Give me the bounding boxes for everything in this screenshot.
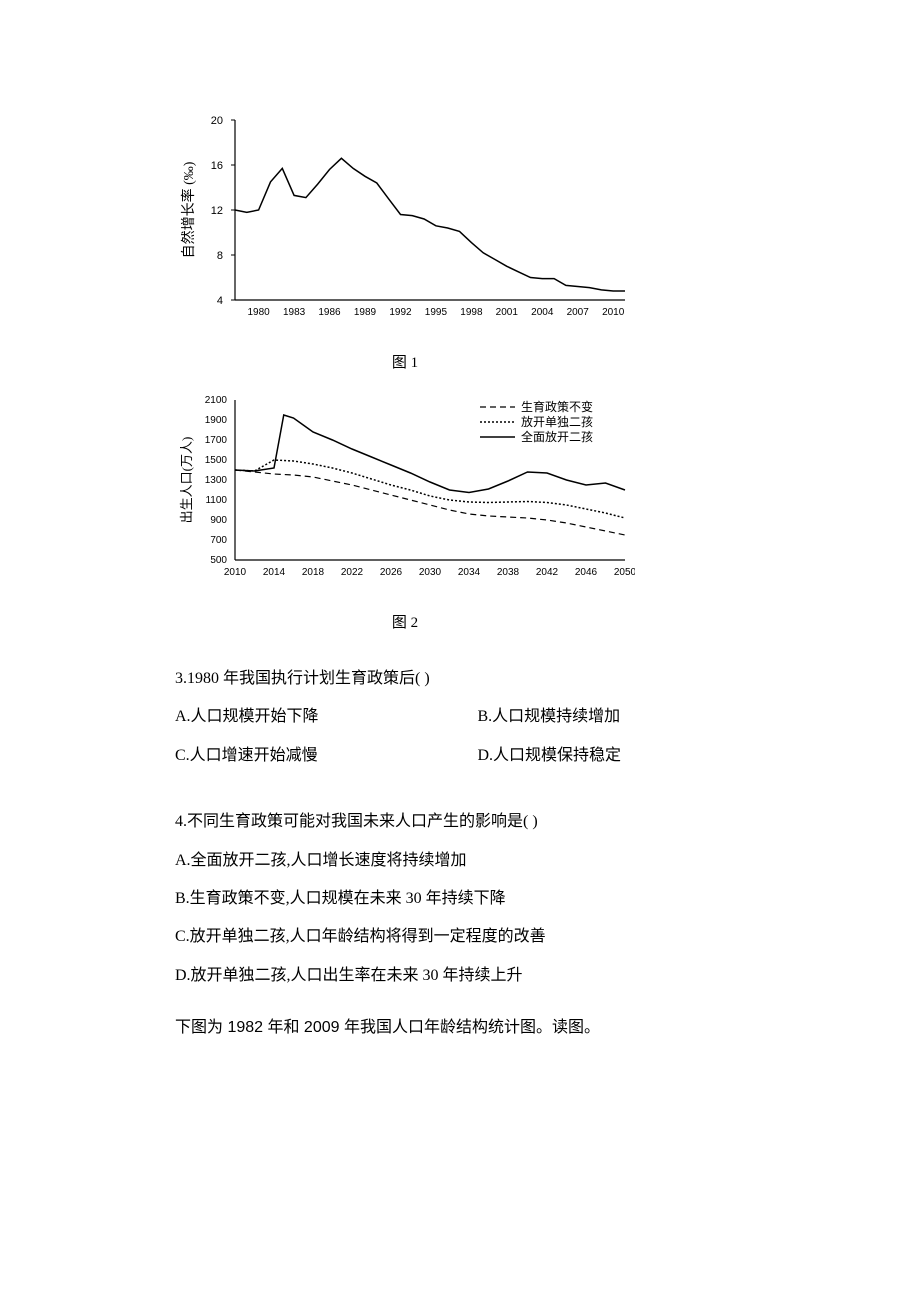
svg-text:1500: 1500 <box>205 455 228 466</box>
q4-option-d: D.放开单独二孩,人口出生率在未来 30 年持续上升 <box>175 957 780 995</box>
next-intro: 下图为 1982 年和 2009 年我国人口年龄结构统计图。读图。 <box>175 1009 780 1047</box>
svg-text:2004: 2004 <box>531 307 554 318</box>
svg-text:出生人口(万人): 出生人口(万人) <box>179 437 194 524</box>
q4-option-b: B.生育政策不变,人口规模在未来 30 年持续下降 <box>175 880 780 918</box>
svg-text:1995: 1995 <box>425 307 448 318</box>
svg-text:4: 4 <box>217 295 223 307</box>
q4-option-c: C.放开单独二孩,人口年龄结构将得到一定程度的改善 <box>175 918 780 956</box>
svg-text:2014: 2014 <box>263 567 286 578</box>
q3-option-c: C.人口增速开始减慢 <box>175 737 478 775</box>
svg-text:放开单独二孩: 放开单独二孩 <box>521 414 593 429</box>
q3-option-a: A.人口规模开始下降 <box>175 698 478 736</box>
svg-text:1989: 1989 <box>354 307 377 318</box>
svg-text:2018: 2018 <box>302 567 325 578</box>
svg-text:12: 12 <box>211 205 223 217</box>
svg-text:700: 700 <box>210 535 227 546</box>
chart2-container: 500 700 900 1100 1300 1500 1700 1900 210… <box>175 390 780 632</box>
question-4: 4.不同生育政策可能对我国未来人口产生的影响是( ) A.全面放开二孩,人口增长… <box>175 803 780 995</box>
svg-text:2010: 2010 <box>224 567 247 578</box>
chart2-caption: 图 2 <box>175 611 635 632</box>
svg-text:2001: 2001 <box>496 307 519 318</box>
q3-option-d: D.人口规模保持稳定 <box>478 737 781 775</box>
svg-text:2050: 2050 <box>614 567 635 578</box>
svg-text:1700: 1700 <box>205 435 228 446</box>
svg-text:生育政策不变: 生育政策不变 <box>521 399 593 414</box>
chart1-container: 4 8 12 16 20 自然增长率 (‰) 1980 1983 1986 19… <box>175 110 780 372</box>
svg-text:2100: 2100 <box>205 395 228 406</box>
svg-text:2022: 2022 <box>341 567 364 578</box>
chart2-svg: 500 700 900 1100 1300 1500 1700 1900 210… <box>175 390 635 600</box>
svg-text:1998: 1998 <box>460 307 483 318</box>
svg-text:20: 20 <box>211 115 223 127</box>
svg-text:500: 500 <box>210 555 227 566</box>
svg-text:2010: 2010 <box>602 307 625 318</box>
chart1-caption: 图 1 <box>175 351 635 372</box>
question-3: 3.1980 年我国执行计划生育政策后( ) A.人口规模开始下降 B.人口规模… <box>175 660 780 775</box>
svg-text:1300: 1300 <box>205 475 228 486</box>
svg-text:全面放开二孩: 全面放开二孩 <box>521 429 593 444</box>
svg-text:8: 8 <box>217 250 223 262</box>
svg-text:2007: 2007 <box>567 307 590 318</box>
svg-text:1100: 1100 <box>205 495 227 506</box>
q4-text: 4.不同生育政策可能对我国未来人口产生的影响是( ) <box>175 803 780 841</box>
svg-text:1980: 1980 <box>247 307 270 318</box>
q4-option-a: A.全面放开二孩,人口增长速度将持续增加 <box>175 842 780 880</box>
svg-text:16: 16 <box>211 160 223 172</box>
svg-text:2038: 2038 <box>497 567 520 578</box>
svg-text:2042: 2042 <box>536 567 559 578</box>
svg-text:2046: 2046 <box>575 567 598 578</box>
svg-text:2034: 2034 <box>458 567 481 578</box>
svg-text:1986: 1986 <box>318 307 341 318</box>
q3-option-b: B.人口规模持续增加 <box>478 698 781 736</box>
svg-text:1992: 1992 <box>389 307 412 318</box>
chart1-svg: 4 8 12 16 20 自然增长率 (‰) 1980 1983 1986 19… <box>175 110 635 340</box>
svg-text:900: 900 <box>210 515 227 526</box>
svg-text:1900: 1900 <box>205 415 228 426</box>
svg-text:自然增长率 (‰): 自然增长率 (‰) <box>180 161 197 258</box>
svg-text:2026: 2026 <box>380 567 403 578</box>
svg-text:2030: 2030 <box>419 567 442 578</box>
q3-text: 3.1980 年我国执行计划生育政策后( ) <box>175 660 780 698</box>
svg-text:1983: 1983 <box>283 307 306 318</box>
